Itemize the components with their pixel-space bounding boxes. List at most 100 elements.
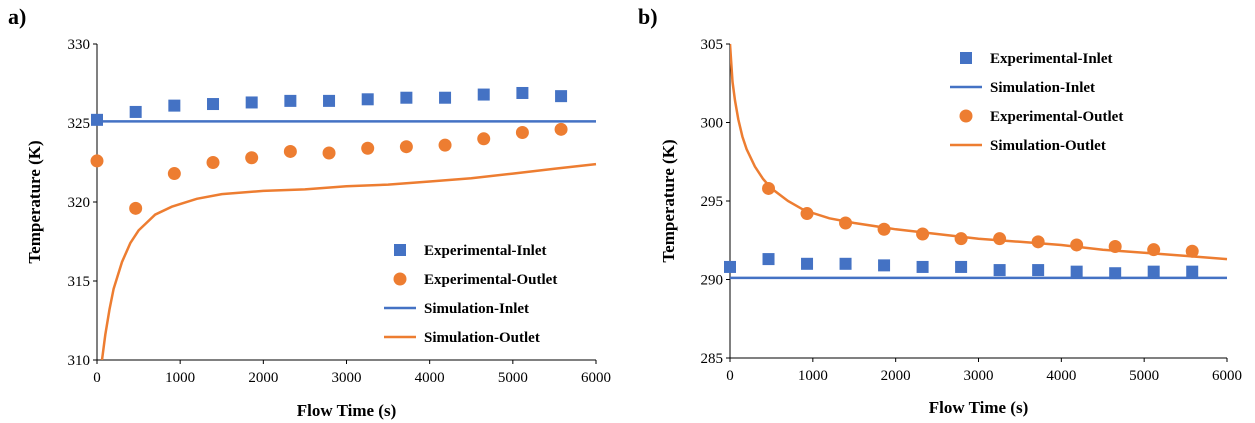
data-point-experimental-inlet <box>839 257 852 270</box>
data-point-experimental-outlet <box>322 146 336 160</box>
data-point-experimental-outlet <box>167 167 181 181</box>
data-point-experimental-inlet <box>955 260 968 273</box>
x-axis-title: Flow Time (s) <box>297 401 396 420</box>
data-point-experimental-outlet <box>283 144 297 158</box>
data-point-experimental-outlet <box>762 181 776 195</box>
legend-label: Simulation-Inlet <box>990 80 1095 96</box>
data-point-experimental-outlet <box>877 222 891 236</box>
data-point-experimental-outlet <box>1070 238 1084 252</box>
legend-label: Experimental-Inlet <box>424 243 546 259</box>
x-tick-label: 3000 <box>332 370 362 386</box>
x-tick-label: 6000 <box>581 370 611 386</box>
data-point-experimental-inlet <box>555 90 568 103</box>
y-tick-label: 320 <box>68 195 91 211</box>
legend-key-square <box>394 244 406 256</box>
legend-label: Experimental-Inlet <box>990 51 1112 67</box>
x-tick-label: 1000 <box>165 370 195 386</box>
data-point-experimental-inlet <box>207 98 220 111</box>
data-point-experimental-inlet <box>168 99 181 112</box>
y-axis-title: Temperature (K) <box>659 139 678 262</box>
data-point-experimental-inlet <box>1186 265 1199 278</box>
y-tick-label: 290 <box>701 273 724 289</box>
x-axis-title: Flow Time (s) <box>929 398 1028 417</box>
legend-key-circle <box>393 272 407 286</box>
chart-panel-0: a) 310 315 320 325 330 0 1000 2000 3000 4000 5000 60… <box>8 4 611 420</box>
data-point-experimental-outlet <box>554 122 568 136</box>
data-point-experimental-inlet <box>439 91 452 104</box>
data-point-experimental-inlet <box>878 259 891 272</box>
data-point-experimental-outlet <box>1108 240 1122 254</box>
data-point-experimental-inlet <box>801 257 814 270</box>
legend-key-circle <box>959 109 973 123</box>
series-line-simulation-outlet <box>100 162 597 360</box>
x-tick-label: 4000 <box>415 370 445 386</box>
y-tick-label: 315 <box>68 274 91 290</box>
x-tick-label: 5000 <box>498 370 528 386</box>
x-tick-label: 1000 <box>798 368 828 384</box>
data-point-experimental-outlet <box>129 201 143 215</box>
data-point-experimental-outlet <box>206 156 220 169</box>
data-point-experimental-inlet <box>762 253 775 266</box>
y-tick-label: 325 <box>68 116 91 132</box>
series-line-simulation-outlet <box>730 43 1228 261</box>
legend-key-square <box>960 52 972 64</box>
data-point-experimental-inlet <box>129 105 142 118</box>
x-tick-label: 2000 <box>248 370 278 386</box>
panel-label: a) <box>8 4 26 29</box>
data-point-experimental-outlet <box>399 140 413 154</box>
y-tick-label: 330 <box>68 37 91 53</box>
legend-label: Simulation-Outlet <box>424 330 540 346</box>
data-point-experimental-inlet <box>1109 267 1122 280</box>
legend-label: Simulation-Inlet <box>424 301 529 317</box>
y-tick-label: 285 <box>701 351 724 367</box>
data-point-experimental-inlet <box>1070 265 1083 278</box>
data-point-experimental-outlet <box>1147 243 1161 257</box>
data-point-experimental-inlet <box>91 113 103 126</box>
data-point-experimental-outlet <box>361 141 375 155</box>
data-point-experimental-inlet <box>245 96 258 109</box>
legend: Experimental-Inlet Experimental-Outlet Sim… <box>384 243 557 346</box>
data-point-experimental-inlet <box>724 260 736 273</box>
data-point-experimental-inlet <box>1147 265 1160 278</box>
y-tick-label: 310 <box>68 353 91 369</box>
x-tick-label: 0 <box>726 368 734 384</box>
x-tick-label: 6000 <box>1212 368 1242 384</box>
legend: Experimental-Inlet Simulation-Inlet Experi… <box>950 51 1123 154</box>
y-tick-label: 300 <box>701 116 724 132</box>
data-point-experimental-outlet <box>993 232 1007 246</box>
x-tick-label: 2000 <box>881 368 911 384</box>
data-point-experimental-inlet <box>400 91 413 104</box>
data-point-experimental-outlet <box>245 151 259 165</box>
legend-label: Simulation-Outlet <box>990 138 1106 154</box>
data-point-experimental-outlet <box>477 132 491 146</box>
data-point-experimental-inlet <box>1032 264 1045 277</box>
data-point-experimental-outlet <box>954 232 968 246</box>
data-point-experimental-outlet <box>515 125 529 139</box>
data-point-experimental-inlet <box>477 88 490 101</box>
y-tick-label: 305 <box>701 37 724 53</box>
chart-panel-1: b) 285 290 295 300 305 0 1000 2000 3000 4000 5000 60… <box>638 4 1242 417</box>
data-point-experimental-inlet <box>284 94 297 107</box>
data-point-experimental-inlet <box>916 260 929 273</box>
panel-label: b) <box>638 4 658 29</box>
legend-label: Experimental-Outlet <box>424 272 557 288</box>
x-tick-label: 5000 <box>1129 368 1159 384</box>
x-tick-label: 3000 <box>964 368 994 384</box>
data-point-experimental-outlet <box>839 216 853 230</box>
y-tick-label: 295 <box>701 194 724 210</box>
data-point-experimental-outlet <box>90 154 104 168</box>
data-point-experimental-inlet <box>323 94 336 107</box>
data-point-experimental-inlet <box>993 264 1006 277</box>
data-point-experimental-outlet <box>1031 235 1045 249</box>
data-point-experimental-outlet <box>1185 244 1199 258</box>
data-point-experimental-outlet <box>916 227 930 241</box>
data-point-experimental-outlet <box>438 138 452 152</box>
data-point-experimental-outlet <box>800 207 814 221</box>
data-point-experimental-inlet <box>361 93 374 106</box>
legend-label: Experimental-Outlet <box>990 109 1123 125</box>
x-tick-label: 0 <box>93 370 101 386</box>
x-tick-label: 4000 <box>1046 368 1076 384</box>
data-point-experimental-inlet <box>516 86 529 99</box>
y-axis-title: Temperature (K) <box>25 140 44 263</box>
